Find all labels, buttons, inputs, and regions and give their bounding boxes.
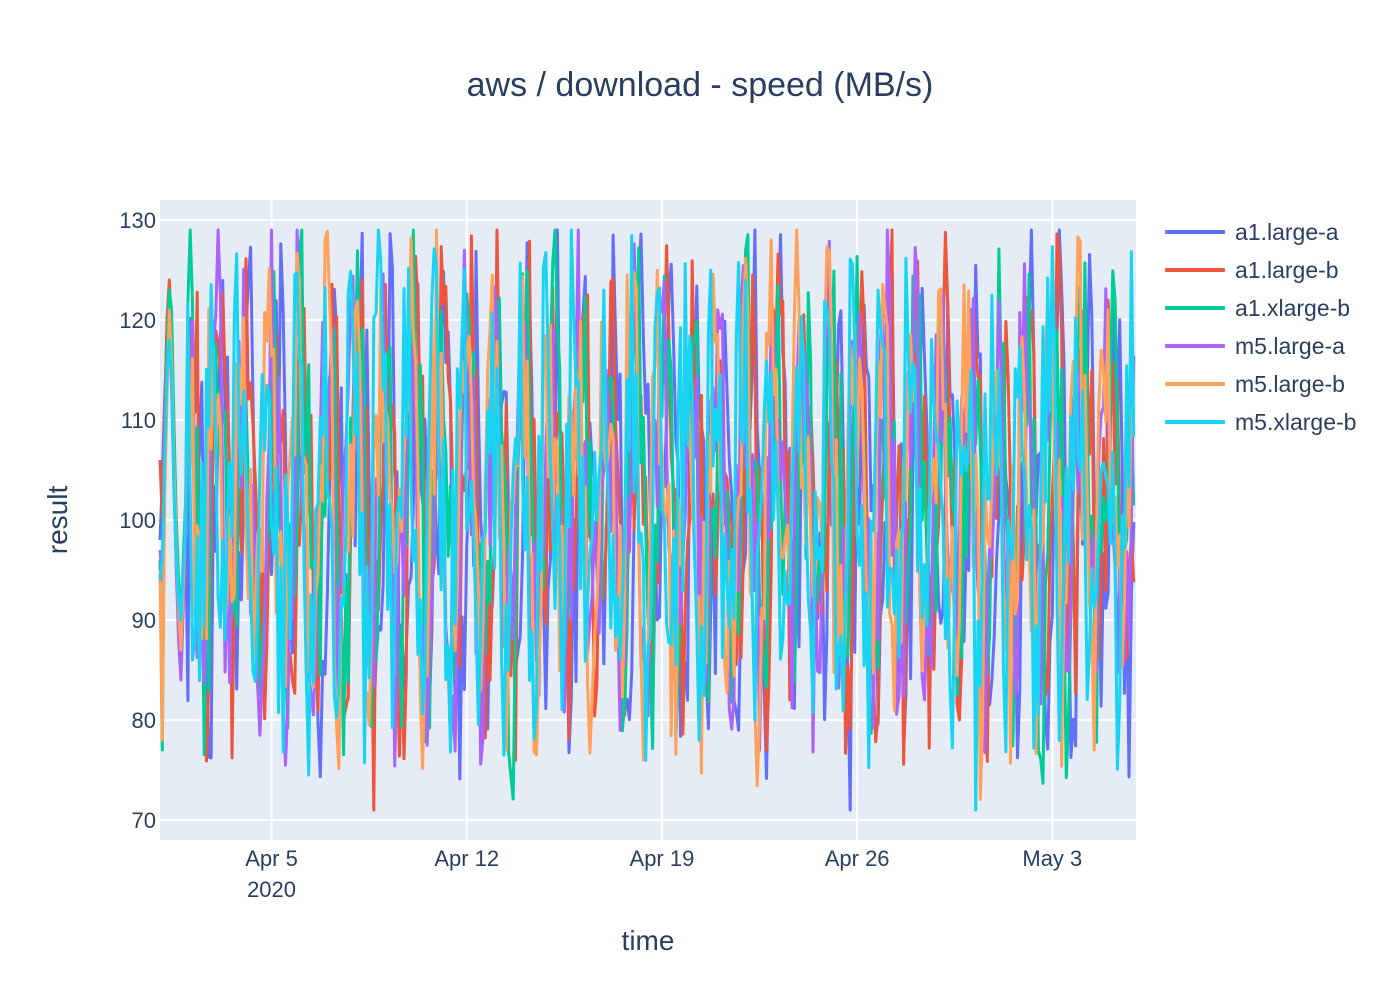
x-tick-label: Apr 19 [630,846,695,871]
legend-item[interactable]: a1.xlarge-b [1165,289,1356,327]
x-tick-labels: Apr 5 2020 Apr 12 Apr 19 Apr 26 May 3 [245,846,1082,902]
x-tick-label: Apr 12 [434,846,499,871]
legend-label: m5.large-b [1235,370,1345,397]
legend-label: m5.large-a [1235,332,1345,359]
y-tick-labels: 70 80 90 100 110 120 130 [119,208,156,833]
legend-label: a1.large-b [1235,256,1339,283]
series-lines [158,228,1136,812]
x-tick-label: Apr 5 [245,846,298,871]
y-tick-label: 110 [121,408,156,433]
legend-label: m5.xlarge-b [1235,408,1357,435]
y-axis-label: result [42,485,73,555]
legend-item[interactable]: m5.large-a [1165,327,1356,365]
x-axis-label: time [621,925,675,956]
legend-item[interactable]: m5.large-b [1165,365,1356,403]
legend-swatch [1165,382,1225,386]
legend-item[interactable]: a1.large-a [1165,213,1356,251]
y-tick-label: 90 [132,608,156,633]
legend-label: a1.xlarge-b [1235,294,1351,321]
y-tick-label: 70 [132,808,156,833]
legend-item[interactable]: m5.xlarge-b [1165,403,1356,441]
legend-item[interactable]: a1.large-b [1165,251,1356,289]
legend: a1.large-a a1.large-b a1.xlarge-b m5.large-… [1165,213,1356,441]
y-tick-label: 120 [119,308,156,333]
legend-swatch [1165,420,1225,424]
x-tick-label: May 3 [1022,846,1082,871]
chart-title: aws / download - speed (MB/s) [466,66,934,104]
series-line-m5.xlarge-b [158,228,1136,812]
y-tick-label: 130 [119,208,156,233]
x-tick-sublabel: 2020 [247,877,296,902]
legend-label: a1.large-a [1235,218,1339,245]
legend-swatch [1165,268,1225,272]
y-tick-label: 100 [119,508,156,533]
legend-swatch [1165,344,1225,348]
y-tick-label: 80 [132,708,156,733]
legend-swatch [1165,230,1225,234]
x-tick-label: Apr 26 [825,846,890,871]
legend-swatch [1165,306,1225,310]
